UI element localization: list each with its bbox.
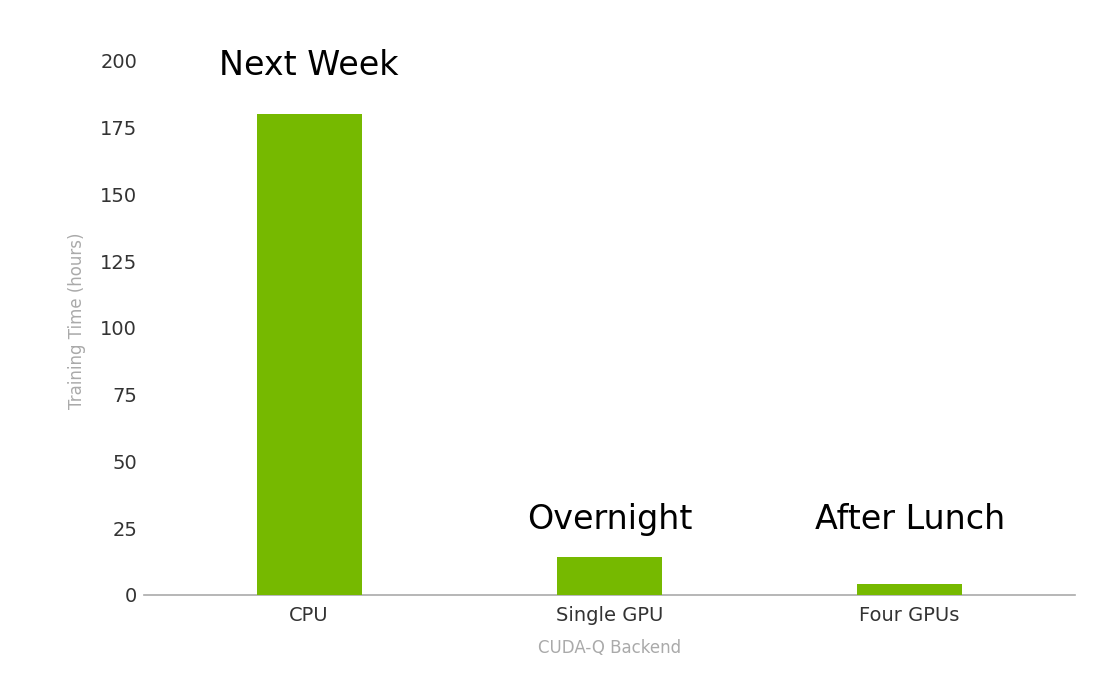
Text: Overnight: Overnight (526, 503, 692, 536)
Y-axis label: Training Time (hours): Training Time (hours) (68, 233, 86, 410)
X-axis label: CUDA-Q Backend: CUDA-Q Backend (537, 639, 681, 657)
Bar (557, 558, 661, 595)
Bar (858, 584, 962, 595)
Text: After Lunch: After Lunch (814, 503, 1005, 536)
Bar (257, 114, 361, 595)
Text: Next Week: Next Week (219, 49, 399, 82)
